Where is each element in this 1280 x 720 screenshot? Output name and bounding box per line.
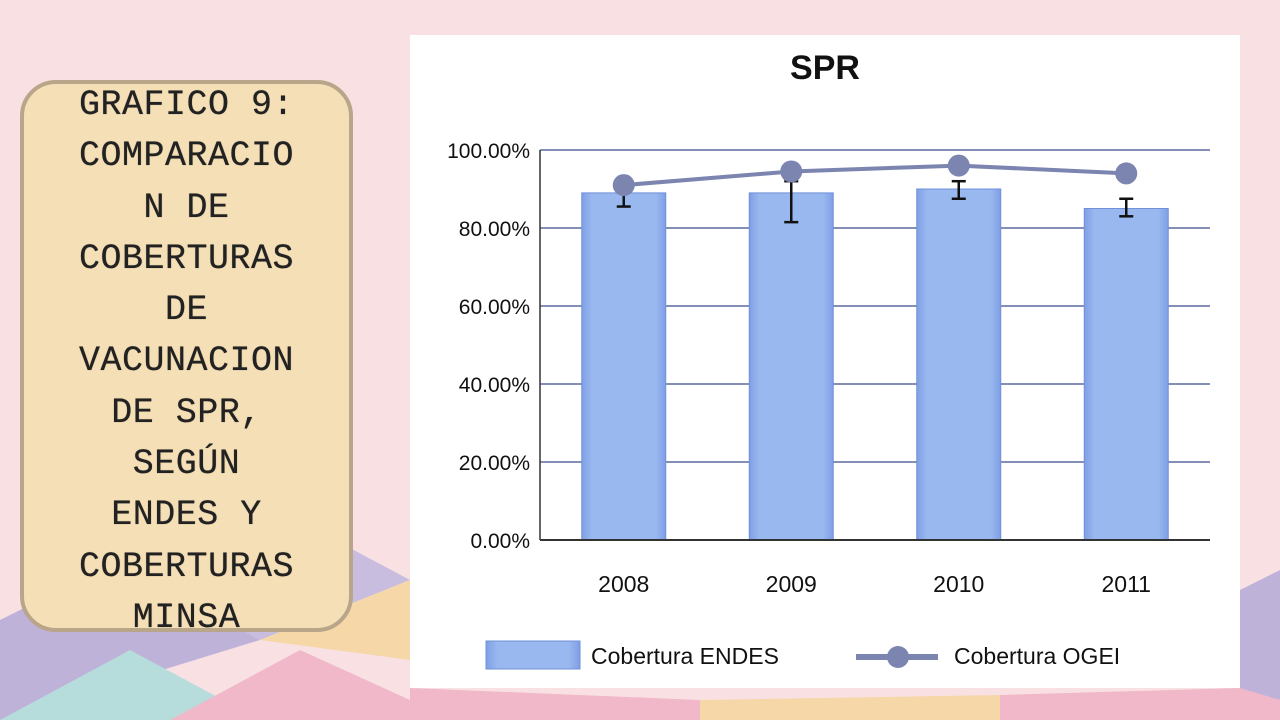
chart-panel: SPR 0.00% 20.00% 40.00% 60.00% 80.00% 100.00%… xyxy=(410,35,1240,688)
point-cobertura-ogei xyxy=(612,174,635,197)
x-tick-label: 2010 xyxy=(933,571,984,597)
bar-cobertura-endes xyxy=(581,192,667,541)
bar-cobertura-endes xyxy=(916,188,1002,541)
slide-title-line: COBERTURAS xyxy=(78,238,295,279)
line-cobertura-ogei xyxy=(623,163,1127,188)
slide-title-line: N DE xyxy=(143,187,230,228)
slide-title-box: GRAFICO 9: COMPARACIO N DE COBERTURAS DE VACU… xyxy=(20,80,353,632)
slide-title-line: GRAFICO 9: xyxy=(78,85,295,125)
slide-title-line: SEGÚN xyxy=(132,444,241,485)
x-tick-label: 2008 xyxy=(598,571,649,597)
chart: SPR 0.00% 20.00% 40.00% 60.00% 80.00% 100.00%… xyxy=(447,49,1210,670)
slide-title-line: MINSA xyxy=(132,597,241,632)
x-tick-label: 2009 xyxy=(766,571,817,597)
y-tick-label: 100.00% xyxy=(447,140,530,163)
legend-swatch-endes xyxy=(485,640,581,670)
slide-title-line: COMPARACIO xyxy=(78,136,295,177)
error-bar xyxy=(951,179,966,200)
point-cobertura-ogei xyxy=(947,154,970,177)
slide-title-line: ENDES Y xyxy=(111,495,262,536)
point-cobertura-ogei xyxy=(1115,162,1138,185)
legend-swatch-ogei-marker xyxy=(887,646,909,668)
error-bar xyxy=(1119,197,1134,218)
slide-title-line: DE xyxy=(164,290,208,331)
slide-title-line: VACUNACION xyxy=(78,341,295,382)
slide-title-line: DE SPR, xyxy=(111,392,262,433)
y-tick-label: 20.00% xyxy=(459,452,530,475)
x-tick-label: 2011 xyxy=(1102,571,1151,597)
y-tick-label: 40.00% xyxy=(459,374,530,397)
legend-label-endes: Cobertura ENDES xyxy=(591,643,779,669)
y-tick-label: 60.00% xyxy=(459,296,530,319)
bar-cobertura-endes xyxy=(1083,208,1169,541)
point-cobertura-ogei xyxy=(780,160,803,183)
legend-label-ogei: Cobertura OGEI xyxy=(954,643,1120,669)
bar-cobertura-endes xyxy=(748,192,834,541)
chart-title: SPR xyxy=(790,49,860,87)
slide-title: GRAFICO 9: COMPARACIO N DE COBERTURAS DE VACU… xyxy=(24,84,349,632)
y-tick-label: 80.00% xyxy=(459,218,530,241)
slide-title-line: COBERTURAS xyxy=(78,546,295,587)
y-tick-label: 0.00% xyxy=(470,530,530,553)
